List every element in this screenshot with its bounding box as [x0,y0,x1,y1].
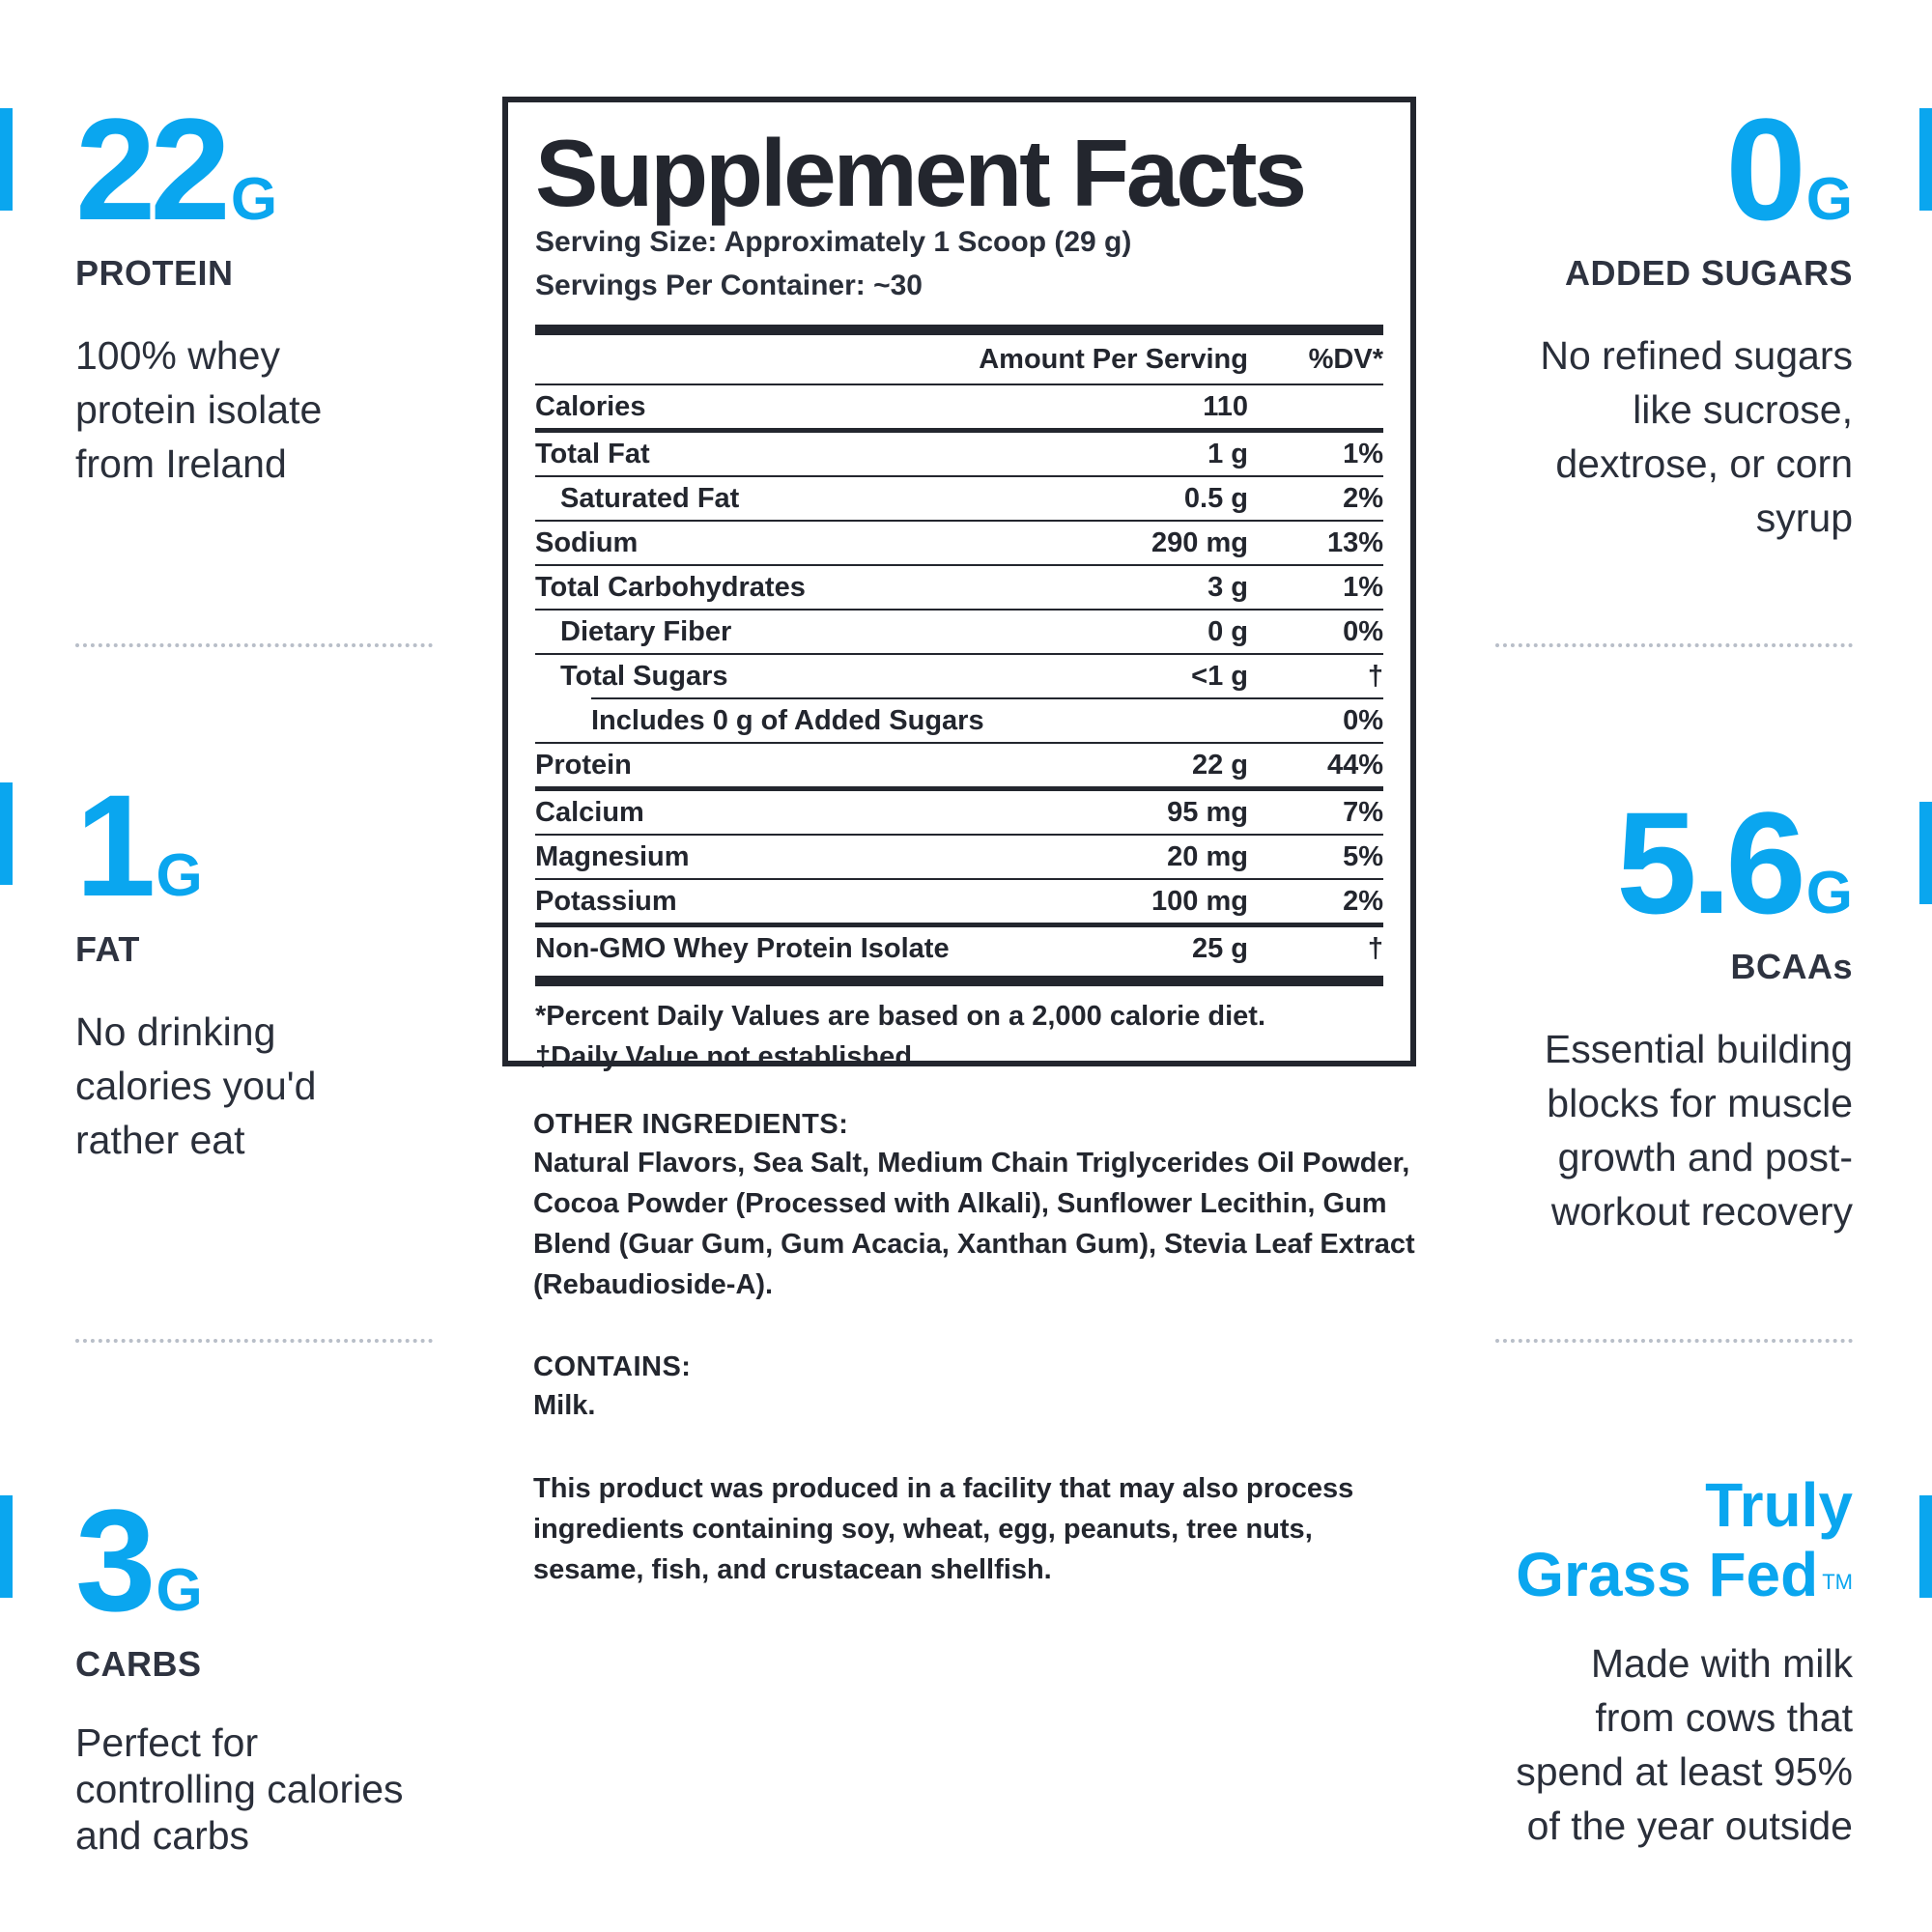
accent-bar [0,108,13,211]
rule [535,923,1383,927]
table-row: Potassium 100 mg 2% [535,885,1383,917]
added-sugars-callout: 0G ADDED SUGARS No refined sugars like su… [1408,97,1853,545]
table-row: Calories 110 [535,390,1248,422]
bcaas-value: 5.6G [1616,781,1853,944]
protein-label: PROTEIN [75,253,234,293]
table-row: Saturated Fat 0.5 g 2% [560,482,1383,514]
accent-bar [0,1495,13,1598]
added-sugars-label: ADDED SUGARS [1564,253,1853,293]
table-row: Total Sugars <1 g † [560,660,1383,692]
table-row: Protein 22 g 44% [535,749,1383,781]
dotted-divider [1495,643,1853,647]
bcaas-label: BCAAs [1730,947,1853,986]
grass-fed-description: Made with milk from cows that spend at lea… [1516,1641,1853,1848]
header-dv: %DV* [1308,343,1383,375]
table-row: Dietary Fiber 0 g 0% [560,615,1383,647]
protein-callout: 22G PROTEIN 100% whey protein isolate from… [75,97,481,491]
rule [591,697,1383,699]
fat-callout: 1G FAT No drinking calories you'd rather e… [75,773,481,1167]
rule [535,609,1383,611]
accent-bar [1919,1495,1932,1598]
thick-rule [535,325,1383,335]
rule [535,564,1383,566]
carbs-value: 3G [75,1479,203,1641]
facility-notice: This product was produced in a facility … [533,1473,1354,1585]
table-row: Total Fat 1 g 1% [535,438,1383,469]
fat-description: No drinking calories you'd rather eat [75,1009,317,1162]
protein-value: 22G [75,88,278,250]
rule [535,520,1383,522]
carbs-label: CARBS [75,1644,202,1684]
rule [535,786,1383,791]
accent-bar [1919,108,1932,211]
dotted-divider [75,1339,433,1343]
accent-bar [1919,802,1932,904]
fat-value: 1G [75,764,203,926]
other-ingredients-title: OTHER INGREDIENTS: [533,1109,849,1140]
accent-bar [0,782,13,885]
table-row: Calcium 95 mg 7% [535,796,1383,828]
rule [535,475,1383,477]
table-row: Non-GMO Whey Protein Isolate 25 g † [535,932,1383,964]
rule [535,834,1383,836]
supplement-facts-panel: Supplement Facts Serving Size: Approxima… [502,97,1416,1072]
rule [535,653,1383,655]
footnotes: *Percent Daily Values are based on a 2,0… [535,1001,1265,1072]
added-sugars-value: 0G [1725,88,1853,250]
protein-description: 100% whey protein isolate from Ireland [75,333,323,486]
rule [535,384,1383,385]
header-amount: Amount Per Serving [979,343,1248,375]
serving-size: Serving Size: Approximately 1 Scoop (29 … [535,226,1132,258]
fat-label: FAT [75,929,140,969]
thick-rule [535,976,1383,986]
table-row: Total Carbohydrates 3 g 1% [535,571,1383,603]
panel-title: Supplement Facts [535,120,1307,226]
table-row: Magnesium 20 mg 5% [535,840,1383,872]
dotted-divider [75,643,433,647]
grass-fed-title: Truly Grass Fed TM [1516,1470,1853,1609]
other-ingredients-text: Natural Flavors, Sea Salt, Medium Chain … [533,1148,1415,1300]
table-row: Sodium 290 mg 13% [535,526,1383,558]
rule [535,428,1383,433]
contains-text: Milk. [533,1390,596,1421]
added-sugars-description: No refined sugars like sucrose, dextrose, … [1540,333,1853,540]
ingredients-section: OTHER INGREDIENTS: Natural Flavors, Sea … [533,1109,1422,1590]
rule [535,878,1383,880]
table-row: Includes 0 g of Added Sugars 0% [591,704,1383,736]
rule [535,742,1383,744]
carbs-callout: 3G CARBS Perfect for controlling calories… [75,1488,500,1859]
servings-per-container: Servings Per Container: ~30 [535,270,923,301]
table-header: Amount Per Serving %DV* [535,335,1383,384]
contains-title: CONTAINS: [533,1351,692,1382]
dotted-divider [1495,1339,1853,1343]
bcaas-callout: 5.6G BCAAs Essential building blocks for … [1408,790,1853,1238]
bcaas-description: Essential building blocks for muscle growt… [1544,1027,1853,1234]
carbs-description: Perfect for controlling calories and carbs [75,1720,404,1858]
grass-fed-callout: Truly Grass Fed TM Made with milk from cow… [1408,1470,1853,1853]
